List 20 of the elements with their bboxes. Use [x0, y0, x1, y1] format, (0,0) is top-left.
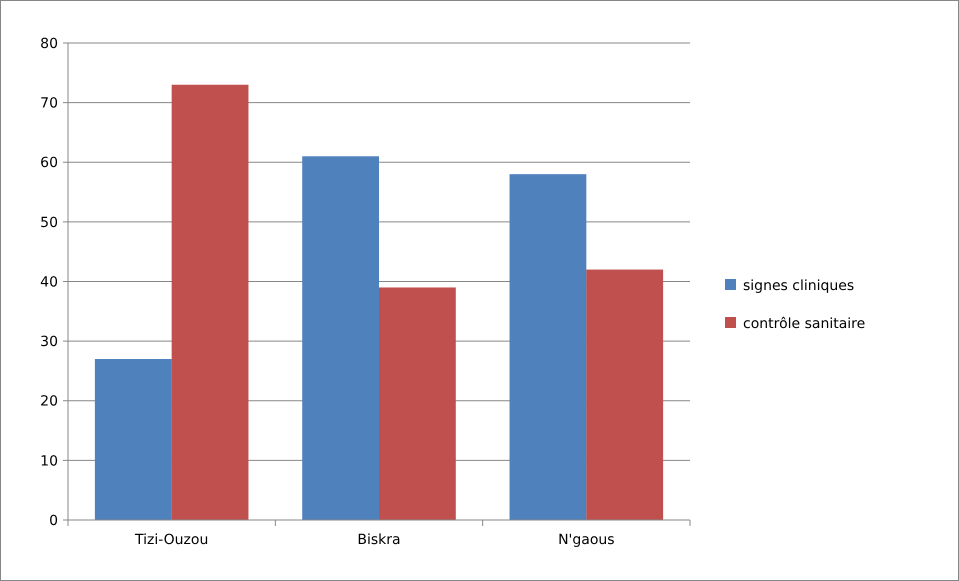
- y-tick-label: 70: [40, 96, 58, 112]
- y-tick-label: 80: [40, 36, 58, 52]
- bar: [510, 174, 586, 520]
- y-tick-label: 50: [40, 214, 58, 231]
- bar: [379, 287, 456, 520]
- x-tick-label: Biskra: [357, 532, 401, 548]
- bar: [586, 270, 664, 520]
- y-tick-label: 20: [40, 394, 58, 410]
- legend-label: contrôle sanitaire: [743, 316, 866, 332]
- legend-label: signes cliniques: [743, 278, 854, 294]
- x-tick-label: Tizi-Ouzou: [134, 532, 208, 548]
- y-tick-label: 60: [40, 155, 58, 172]
- bar: [94, 359, 172, 520]
- bar: [172, 84, 248, 520]
- x-tick-label: N'gaous: [558, 532, 615, 548]
- bar: [302, 156, 379, 520]
- y-tick-label: 30: [40, 334, 58, 350]
- y-tick-label: 0: [49, 512, 58, 529]
- y-tick-label: 10: [40, 453, 58, 470]
- y-tick-label: 40: [40, 274, 58, 290]
